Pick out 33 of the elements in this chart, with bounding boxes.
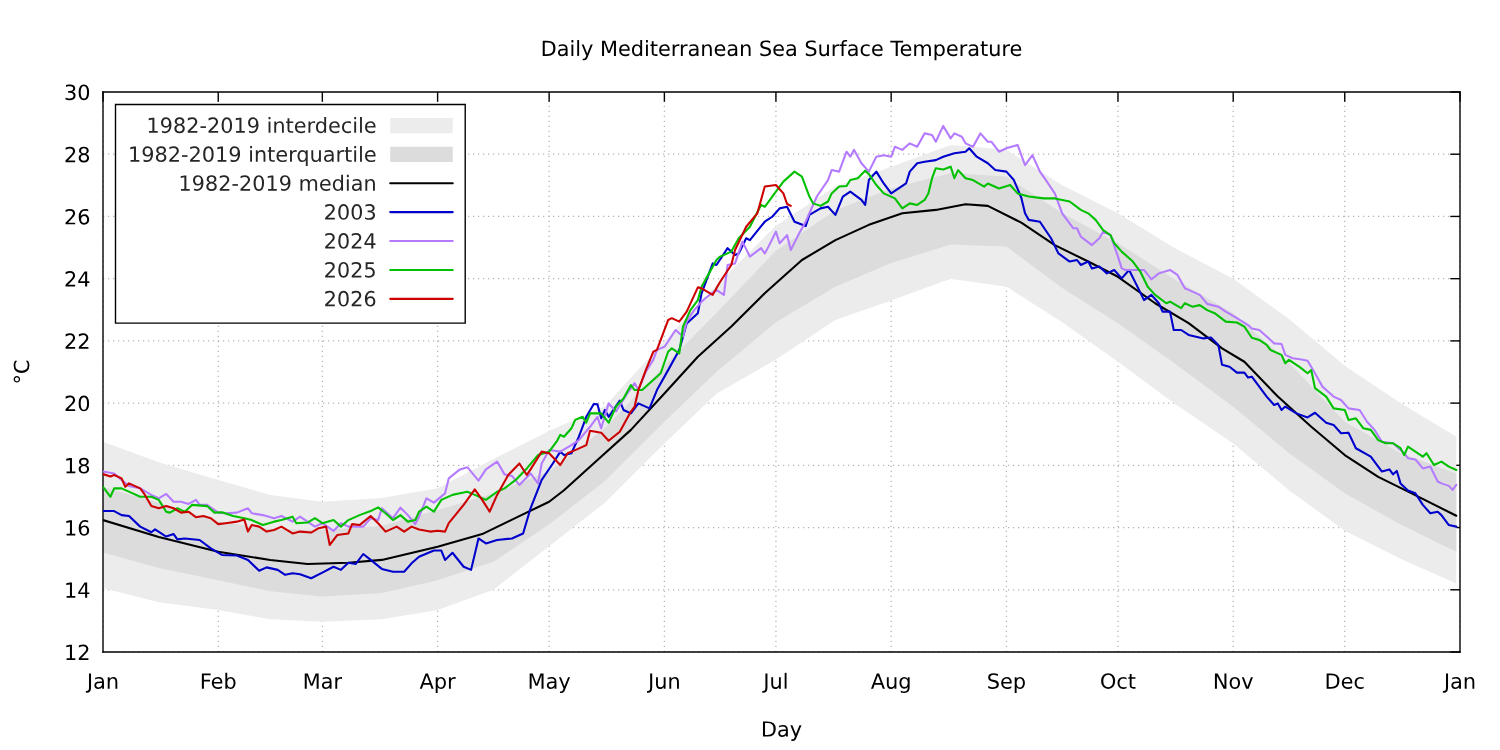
y-tick-label: 24 xyxy=(65,271,90,287)
y-tick-label: 14 xyxy=(66,582,90,598)
legend-label: 1982-2019 median xyxy=(180,174,375,191)
x-tick-label: Sep xyxy=(988,673,1025,693)
y-axis-title: °C xyxy=(13,360,30,383)
legend-label: 2026 xyxy=(325,290,376,307)
legend-label: 2024 xyxy=(325,233,376,249)
y-tick-label: 22 xyxy=(65,333,89,349)
x-tick-label: Oct xyxy=(1101,673,1136,689)
x-tick-label: Jan xyxy=(1442,673,1475,693)
x-tick-label: Jan xyxy=(85,673,118,693)
x-tick-label: Apr xyxy=(419,673,456,693)
x-tick-label: Dec xyxy=(1326,673,1364,689)
x-tick-label: Feb xyxy=(201,672,236,689)
y-tick-label: 12 xyxy=(66,644,89,660)
chart-title: Daily Mediterranean Sea Surface Temperature xyxy=(542,40,1022,61)
legend-label: 2025 xyxy=(325,261,375,278)
x-tick-label: Jun xyxy=(647,673,679,693)
y-tick-label: 26 xyxy=(65,208,90,225)
legend-label: 1982-2019 interquartile xyxy=(130,145,376,167)
x-tick-label: Jul xyxy=(762,672,787,693)
y-tick-label: 30 xyxy=(65,84,90,101)
y-tick-label: 18 xyxy=(66,457,90,474)
x-axis-title: Day xyxy=(762,721,802,741)
x-tick-label: Mar xyxy=(304,673,342,689)
x-tick-label: Nov xyxy=(1214,673,1253,689)
legend-label: 2003 xyxy=(325,204,376,220)
x-tick-label: Aug xyxy=(871,673,910,693)
y-tick-label: 20 xyxy=(65,395,90,412)
x-tick-label: May xyxy=(529,673,571,693)
legend-label: 1982-2019 interdecile xyxy=(148,117,376,134)
y-tick-label: 16 xyxy=(66,520,90,536)
y-tick-label: 28 xyxy=(65,146,90,163)
